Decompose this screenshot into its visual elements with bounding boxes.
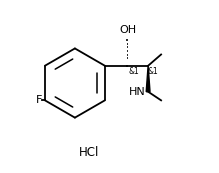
Text: F: F — [35, 95, 42, 105]
Text: &1: &1 — [147, 67, 158, 76]
Polygon shape — [146, 66, 150, 92]
Text: OH: OH — [120, 25, 137, 35]
Text: HCl: HCl — [79, 146, 99, 159]
Text: HN: HN — [129, 87, 145, 97]
Text: &1: &1 — [128, 67, 139, 76]
